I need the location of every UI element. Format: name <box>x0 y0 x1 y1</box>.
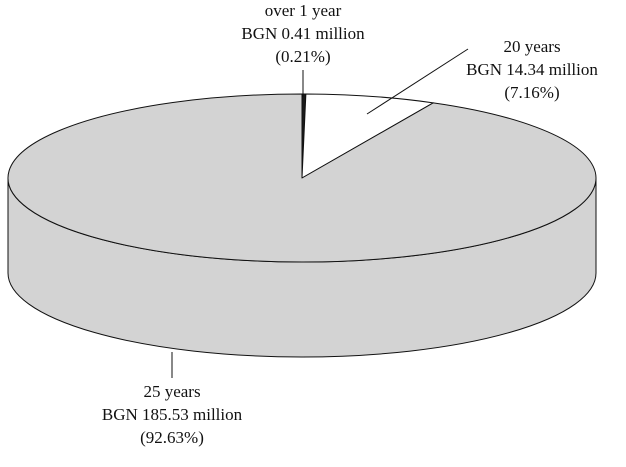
pie-slice <box>301 93 434 179</box>
slice-label: 20 years <box>503 37 560 56</box>
value-label: (0.21%) <box>275 47 330 66</box>
value-label: (92.63%) <box>140 428 204 447</box>
slice-label: over 1 year <box>265 1 342 20</box>
pie-slice <box>7 93 597 263</box>
slice-label: 25 years <box>143 382 200 401</box>
pie-top <box>7 93 597 263</box>
amount-label: BGN 185.53 million <box>102 405 243 424</box>
value-label: (7.16%) <box>504 83 559 102</box>
amount-label: BGN 14.34 million <box>466 60 598 79</box>
amount-label: BGN 0.41 million <box>241 24 365 43</box>
leader-line <box>366 48 469 115</box>
